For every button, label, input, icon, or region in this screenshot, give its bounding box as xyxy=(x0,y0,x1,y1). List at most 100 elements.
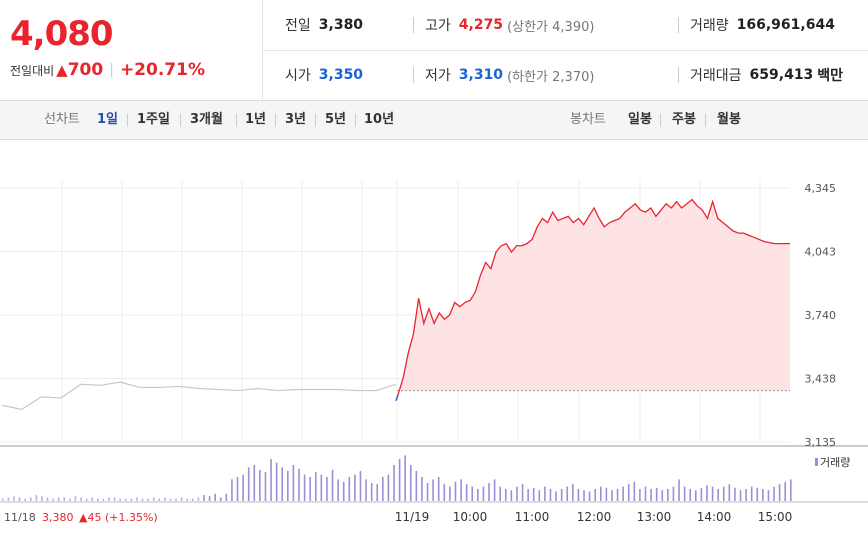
tab-3m[interactable]: 3개월 xyxy=(190,112,223,127)
low-value: 3,310 xyxy=(458,67,504,83)
tab-1y[interactable]: 1년 xyxy=(245,112,267,127)
divider xyxy=(413,67,414,83)
volume-bar xyxy=(627,484,630,501)
tab-divider xyxy=(705,114,706,127)
volume-bar xyxy=(253,465,256,501)
volume-bar xyxy=(180,497,183,501)
tab-monthly[interactable]: 월봉 xyxy=(717,112,741,127)
volume-bar xyxy=(365,479,367,501)
volume-bar xyxy=(91,497,94,501)
volume-bar xyxy=(572,484,574,501)
volume-bar xyxy=(124,498,127,501)
price-chart[interactable]: 4,345 4,043 3,740 3,438 3,135 11/19 10:00 11:0… xyxy=(0,140,868,540)
volume-bar xyxy=(2,498,4,501)
volume-bar xyxy=(337,479,339,501)
prev-day-change: ▲45 (+1.35%) xyxy=(79,511,158,524)
x-tick-label: 11:00 xyxy=(515,510,550,524)
volume-bar xyxy=(510,490,513,501)
prev-day-line xyxy=(1,381,397,411)
volume-bar xyxy=(762,489,764,501)
volume-bar xyxy=(147,498,149,501)
line-chart-label: 선차트 xyxy=(44,112,80,127)
volume-bar xyxy=(465,484,468,501)
price-box: 4,080 전일대비 ▲ 700 | +20.71% xyxy=(0,0,263,100)
volume-bar xyxy=(667,489,669,501)
volume-bar xyxy=(605,487,608,501)
volume-bar xyxy=(74,496,77,501)
volume-bar xyxy=(108,497,110,501)
divider xyxy=(678,17,679,33)
volume-bar xyxy=(236,477,239,501)
volume-bar xyxy=(370,483,373,501)
volume-bar xyxy=(683,486,686,501)
volume-bar xyxy=(13,496,15,501)
volume-bar xyxy=(599,486,602,501)
volume-bar xyxy=(756,487,759,501)
volume-bar xyxy=(678,479,680,501)
volume-bar xyxy=(773,486,775,501)
volume-bar xyxy=(80,497,82,501)
x-tick-label: 11/19 xyxy=(395,510,430,524)
tab-3y[interactable]: 3년 xyxy=(285,112,307,127)
volume-bar xyxy=(158,498,161,501)
volume-bar xyxy=(644,486,647,501)
volume-bar xyxy=(35,495,38,501)
tab-daily[interactable]: 일봉 xyxy=(628,112,652,127)
tab-5y[interactable]: 5년 xyxy=(325,112,347,127)
lower-limit: (하한가 2,370) xyxy=(507,69,595,85)
tab-1w[interactable]: 1주일 xyxy=(137,112,170,127)
volume-bar xyxy=(57,497,60,501)
quote-header: 4,080 전일대비 ▲ 700 | +20.71% 전일 3,380 고가 4… xyxy=(0,0,868,101)
volume-bar xyxy=(141,498,144,501)
series-lines xyxy=(1,198,790,411)
volume-bar xyxy=(309,477,311,501)
current-price: 4,080 xyxy=(10,14,114,54)
divider xyxy=(413,17,414,33)
volume-bar xyxy=(382,477,384,501)
volume-bar xyxy=(672,486,675,501)
stats-row-1: 전일 3,380 고가 4,275 (상한가 4,390) 거래량 166,96… xyxy=(263,0,868,51)
volume-bar xyxy=(208,496,211,501)
x-tick-label: 14:00 xyxy=(697,510,732,524)
volume-bar xyxy=(7,497,10,501)
volume-bar xyxy=(214,493,216,501)
volume-bar xyxy=(560,489,563,501)
tab-1d[interactable]: 1일 xyxy=(97,112,119,127)
volume-bar xyxy=(594,489,596,501)
volume-bar xyxy=(387,474,390,501)
volume-bar xyxy=(292,465,295,501)
volume-bar xyxy=(555,491,557,501)
volume-bar xyxy=(270,459,272,501)
x-tick-label: 15:00 xyxy=(758,510,793,524)
area-fill-shape xyxy=(398,199,790,395)
volume-bar xyxy=(225,493,228,501)
x-tick-label: 13:00 xyxy=(637,510,672,524)
tab-weekly[interactable]: 주봉 xyxy=(672,112,696,127)
price-line xyxy=(397,198,790,395)
tab-divider xyxy=(355,114,356,127)
change-percent: +20.71% xyxy=(119,60,205,80)
volume-bar xyxy=(437,477,440,501)
tab-10y[interactable]: 10년 xyxy=(364,112,395,127)
prev-day-date: 11/18 xyxy=(4,511,36,524)
volume-bar xyxy=(577,489,580,501)
upper-limit: (상한가 4,390) xyxy=(507,19,595,35)
trade-amount-value: 659,413 xyxy=(749,67,814,83)
open-tick xyxy=(395,394,399,402)
change-amount: 700 xyxy=(67,60,104,80)
volume-bar xyxy=(41,496,43,501)
y-tick-label: 3,135 xyxy=(805,436,837,449)
volume-bar xyxy=(588,491,591,501)
volume-value: 166,961,644 xyxy=(736,17,835,33)
volume-bar xyxy=(18,497,21,501)
volume-bar xyxy=(717,489,719,501)
change-divider: | xyxy=(109,62,114,78)
low-price: 저가 3,310 (하한가 2,370) xyxy=(425,50,594,100)
volume-bar xyxy=(426,483,429,501)
volume-bar xyxy=(655,487,658,501)
volume-bar xyxy=(722,486,725,501)
volume-bar xyxy=(499,486,501,501)
y-axis-labels: 4,345 4,043 3,740 3,438 3,135 xyxy=(805,182,837,449)
volume-bar xyxy=(739,490,742,501)
volume-bar xyxy=(633,481,636,501)
